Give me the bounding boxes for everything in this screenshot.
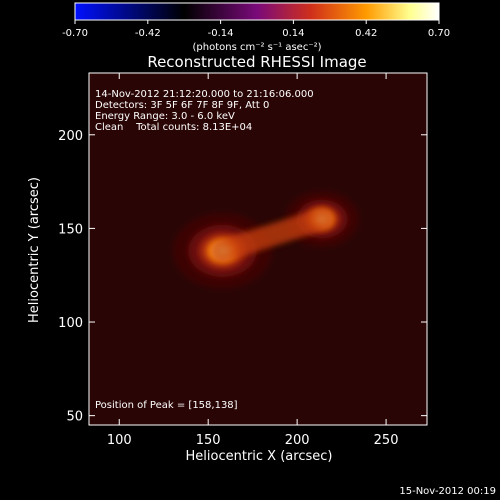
y-tick-label: 200 bbox=[58, 129, 83, 144]
colorbar bbox=[74, 2, 440, 21]
peak-position-label: Position of Peak = [158,138] bbox=[95, 400, 238, 411]
colorbar-tick-label: -0.14 bbox=[208, 28, 234, 39]
y-axis-label: Heliocentric Y (arcsec) bbox=[27, 177, 42, 323]
heatmap-image bbox=[89, 73, 427, 425]
colorbar-tick-label: -0.42 bbox=[135, 28, 161, 39]
annotation-energy-range: Energy Range: 3.0 - 6.0 keV bbox=[95, 111, 235, 122]
annotation-clean-counts: Clean Total counts: 8.13E+04 bbox=[95, 122, 252, 133]
colorbar-tick-label: 0.42 bbox=[355, 28, 377, 39]
y-tick-label: 100 bbox=[58, 316, 83, 331]
annotation-block: 14-Nov-2012 21:12:20.000 to 21:16:06.000… bbox=[95, 89, 314, 133]
colorbar-tick-label: 0.14 bbox=[282, 28, 304, 39]
colorbar-unit-label: (photons cm⁻² s⁻¹ asec⁻²) bbox=[192, 42, 321, 53]
y-tick-label: 50 bbox=[66, 410, 83, 425]
chart-title: Reconstructed RHESSI Image bbox=[147, 53, 366, 71]
colorbar-tick-label: 0.70 bbox=[428, 28, 450, 39]
colorbar-ticks: -0.70 -0.42 -0.14 0.14 0.42 0.70 bbox=[62, 20, 450, 39]
source-bridge bbox=[211, 208, 334, 262]
annotation-detectors: Detectors: 3F 5F 6F 7F 8F 9F, Att 0 bbox=[95, 100, 269, 111]
x-tick-label: 200 bbox=[285, 433, 310, 448]
x-tick-label: 150 bbox=[196, 433, 221, 448]
x-axis-label: Heliocentric X (arcsec) bbox=[186, 449, 333, 464]
y-axis-ticks: 50 100 150 200 bbox=[58, 129, 427, 425]
footer-timestamp: 15-Nov-2012 00:19 bbox=[399, 486, 496, 497]
y-tick-label: 150 bbox=[58, 222, 83, 237]
annotation-time-range: 14-Nov-2012 21:12:20.000 to 21:16:06.000 bbox=[95, 89, 314, 100]
plot-frame bbox=[88, 72, 428, 426]
x-tick-label: 100 bbox=[107, 433, 132, 448]
x-axis-ticks: 100 150 200 250 bbox=[107, 73, 399, 448]
colorbar-tick-label: -0.70 bbox=[62, 28, 88, 39]
x-tick-label: 250 bbox=[374, 433, 399, 448]
